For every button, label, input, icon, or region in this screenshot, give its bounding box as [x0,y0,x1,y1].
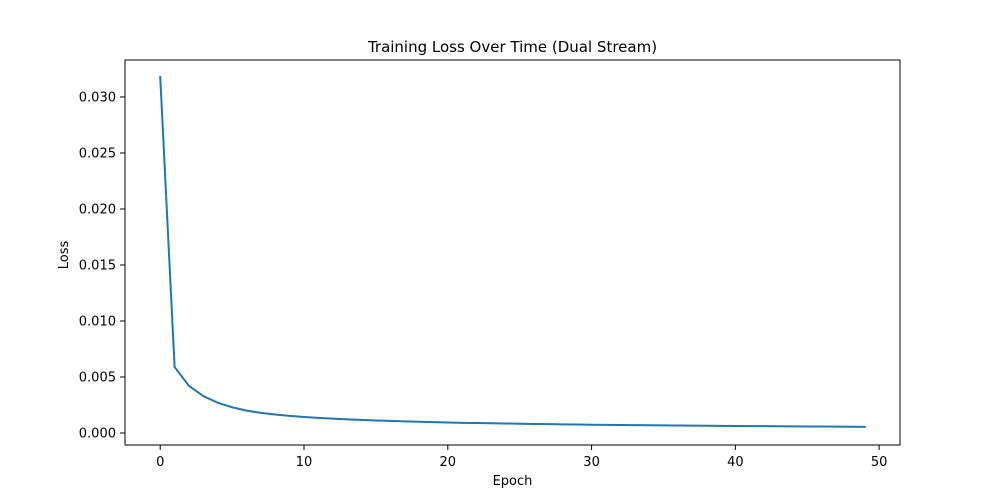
x-axis-label: Epoch [493,474,533,489]
x-tick-label: 40 [727,455,744,470]
y-tick-label: 0.005 [79,371,116,386]
x-tick-label: 50 [871,455,888,470]
series-line-0 [159,75,866,428]
y-tick-label: 0.030 [79,90,116,105]
x-tick-label: 10 [296,455,313,470]
chart-title: Training Loss Over Time (Dual Stream) [367,38,657,56]
x-tick-label: 20 [440,455,457,470]
y-tick-label: 0.025 [79,146,116,161]
y-axis-label: Loss [57,241,72,270]
x-tick-label: 0 [156,455,164,470]
y-tick-label: 0.020 [79,202,116,217]
y-tick-label: 0.015 [79,258,116,273]
axes-frame [124,59,901,446]
y-tick-label: 0.000 [79,427,116,442]
y-tick-label: 0.010 [79,314,116,329]
plot-area: 0 10 20 30 40 50 0.000 0.005 0.010 0.015 0.020 0.02… [79,59,901,470]
x-tick-label: 30 [583,455,600,470]
